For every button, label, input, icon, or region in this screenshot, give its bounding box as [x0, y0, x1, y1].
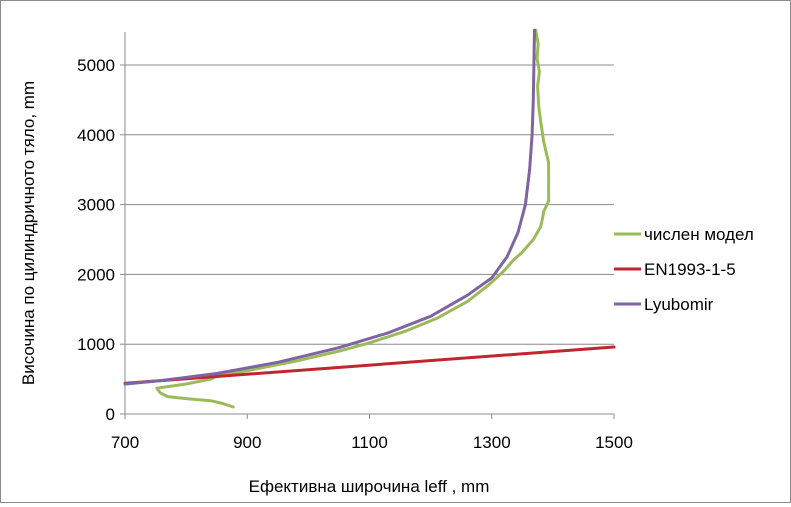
y-tick-label: 4000: [77, 126, 115, 145]
x-axis-title: Ефективна широчина leff , mm: [249, 477, 490, 496]
y-tick-label: 1000: [77, 335, 115, 354]
series-line-1: [155, 28, 551, 409]
gridlines: [125, 64, 614, 345]
y-tick-label: 0: [106, 405, 115, 424]
x-tick-labels: 700 900 1100 1300 1500: [111, 433, 633, 452]
y-tick-label: 2000: [77, 265, 115, 284]
legend-label-1: числен модел: [644, 225, 754, 244]
legend: числен модел EN1993-1-5 Lyubomir: [614, 225, 754, 314]
x-tick-label: 1500: [595, 433, 633, 452]
y-tick-label: 3000: [77, 196, 115, 215]
series-line-3: [123, 28, 536, 386]
legend-label-3: Lyubomir: [644, 295, 714, 314]
x-tick-label: 1300: [473, 433, 511, 452]
x-tick-label: 900: [233, 433, 261, 452]
y-tick-label: 5000: [77, 56, 115, 75]
legend-label-2: EN1993-1-5: [644, 260, 736, 279]
series-lines: [123, 28, 616, 409]
x-tick-label: 700: [111, 433, 139, 452]
series-line-2: [123, 345, 616, 385]
y-axis-title: Височина по цилиндричното тяло, mm: [19, 81, 38, 385]
x-tick-label: 1100: [351, 433, 388, 452]
axes: [120, 32, 615, 419]
y-tick-labels: 0 1000 2000 3000 4000 5000: [77, 56, 115, 424]
